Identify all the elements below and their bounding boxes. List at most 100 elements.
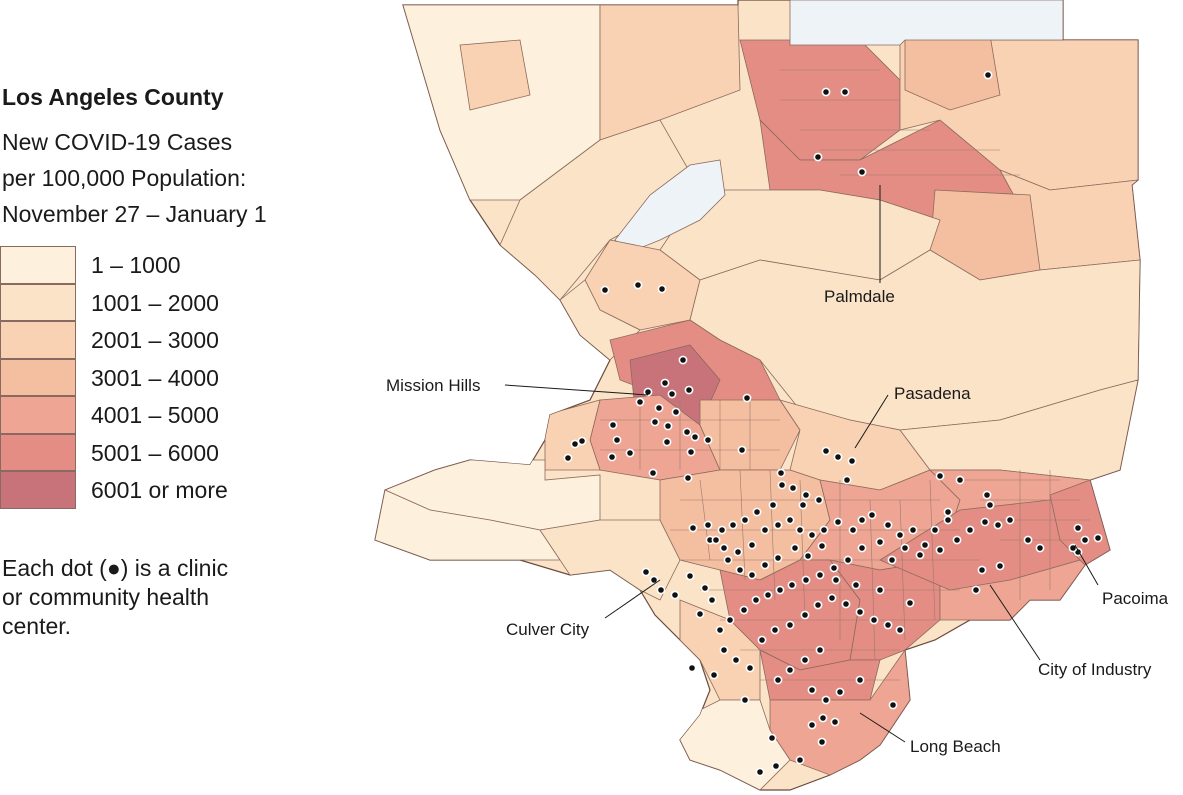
note-line-1: Each dot (●) is a clinic xyxy=(2,555,229,581)
clinic-dot xyxy=(695,609,705,619)
clinic-dot xyxy=(965,525,975,535)
clinic-dot xyxy=(857,543,867,553)
clinic-dot xyxy=(662,437,672,447)
clinic-dot xyxy=(777,480,787,490)
clinic-dot xyxy=(767,733,777,743)
clinic-dot xyxy=(813,600,823,610)
clinic-dot xyxy=(600,285,610,295)
clinic-dot xyxy=(690,432,700,442)
clinic-dot xyxy=(612,435,622,445)
clinic-dot xyxy=(719,543,729,553)
clinic-dot xyxy=(980,517,990,527)
clinic-dot xyxy=(747,540,757,550)
clinic-dot xyxy=(815,570,825,580)
clinic-dot xyxy=(855,675,865,685)
clinic-dot xyxy=(633,280,643,290)
label-city-of-industry: City of Industry xyxy=(1038,660,1152,679)
clinic-dot xyxy=(795,755,805,765)
legend-swatch xyxy=(0,246,76,284)
note-line-3: center. xyxy=(2,613,72,639)
clinic-dot xyxy=(915,550,925,560)
clinic-dot xyxy=(798,500,808,510)
clinic-dot xyxy=(833,452,843,462)
clinic-dot xyxy=(709,670,719,680)
clinic-dot xyxy=(831,575,841,585)
clinic-dot xyxy=(807,685,817,695)
clinic-dot xyxy=(685,571,695,581)
clinic-dot xyxy=(768,500,778,510)
subtitle-line-3: November 27 – January 1 xyxy=(2,201,267,227)
clinic-dot xyxy=(671,407,681,417)
clinic-dot xyxy=(785,665,795,675)
legend-swatch xyxy=(0,471,76,509)
clinic-dot xyxy=(855,607,865,617)
clinic-dot xyxy=(570,439,580,449)
clinic-dot xyxy=(790,543,800,553)
leader-mission-hills xyxy=(504,384,649,396)
clinic-dot xyxy=(770,625,780,635)
clinic-dot xyxy=(821,87,831,97)
label-pacoima: Pacoima xyxy=(1102,589,1169,608)
clinic-dot xyxy=(688,523,698,533)
clinic-dot xyxy=(807,720,817,730)
clinic-dot xyxy=(983,70,993,80)
clinic-dot xyxy=(857,167,867,177)
subtitle-line-1: New COVID-19 Cases xyxy=(2,129,233,155)
clinic-dot xyxy=(840,87,850,97)
clinic-dot xyxy=(684,385,694,395)
leader-pasadena xyxy=(854,394,889,449)
clinic-dot xyxy=(847,456,857,466)
clinic-dot xyxy=(656,585,666,595)
clinic-dot xyxy=(760,560,770,570)
clinic-dot xyxy=(711,535,721,545)
clinic-dot xyxy=(943,515,953,525)
clinic-dot xyxy=(577,436,587,446)
clinic-dot xyxy=(776,468,786,478)
clinic-dot xyxy=(814,495,824,505)
clinic-dot xyxy=(607,452,617,462)
clinic-dot xyxy=(985,500,995,510)
clinic-dot xyxy=(735,565,745,575)
clinic-dot xyxy=(1080,535,1090,545)
clinic-dot xyxy=(875,585,885,595)
clinic-dot xyxy=(725,615,735,625)
clinic-dot xyxy=(995,561,1005,571)
legend-swatch xyxy=(0,358,76,396)
clinic-dot xyxy=(888,700,898,710)
clinic-dot xyxy=(760,525,770,535)
clinic-dot xyxy=(843,555,853,565)
clinic-dot xyxy=(851,580,861,590)
clinic-dot xyxy=(788,483,798,493)
clinic-dot xyxy=(683,473,693,483)
clinic-dot xyxy=(751,595,761,605)
legend-label: 3001 – 4000 xyxy=(91,364,219,391)
clinic-dot xyxy=(742,393,752,403)
clinic-dot xyxy=(900,543,910,553)
legend-label: 1001 – 2000 xyxy=(91,289,219,316)
clinic-dot xyxy=(763,590,773,600)
clinic-dot xyxy=(857,515,867,525)
clinic-dot xyxy=(731,655,741,665)
clinic-dot xyxy=(887,555,897,565)
clinic-dot xyxy=(815,645,825,655)
clinic-dot xyxy=(719,645,729,655)
label-pasadena: Pasadena xyxy=(894,384,971,403)
clinic-dot xyxy=(818,713,828,723)
clinic-dot xyxy=(657,284,667,294)
clinic-dot xyxy=(977,565,987,575)
clinic-dot xyxy=(728,520,738,530)
label-culver-city: Culver City xyxy=(506,620,590,639)
note-line-2: or community health xyxy=(2,584,210,610)
clinic-dot xyxy=(813,152,823,162)
clinic-dot xyxy=(755,767,765,777)
clinic-dot xyxy=(875,537,885,547)
legend-label: 4001 – 5000 xyxy=(91,402,219,428)
legend-label: 5001 – 6000 xyxy=(91,439,219,466)
clinic-dot xyxy=(723,555,733,565)
clinic-dot xyxy=(643,387,653,397)
clinic-dot xyxy=(803,551,813,561)
clinic-dot xyxy=(833,517,843,527)
clinic-dot xyxy=(771,761,781,771)
clinic-dot xyxy=(785,515,795,525)
